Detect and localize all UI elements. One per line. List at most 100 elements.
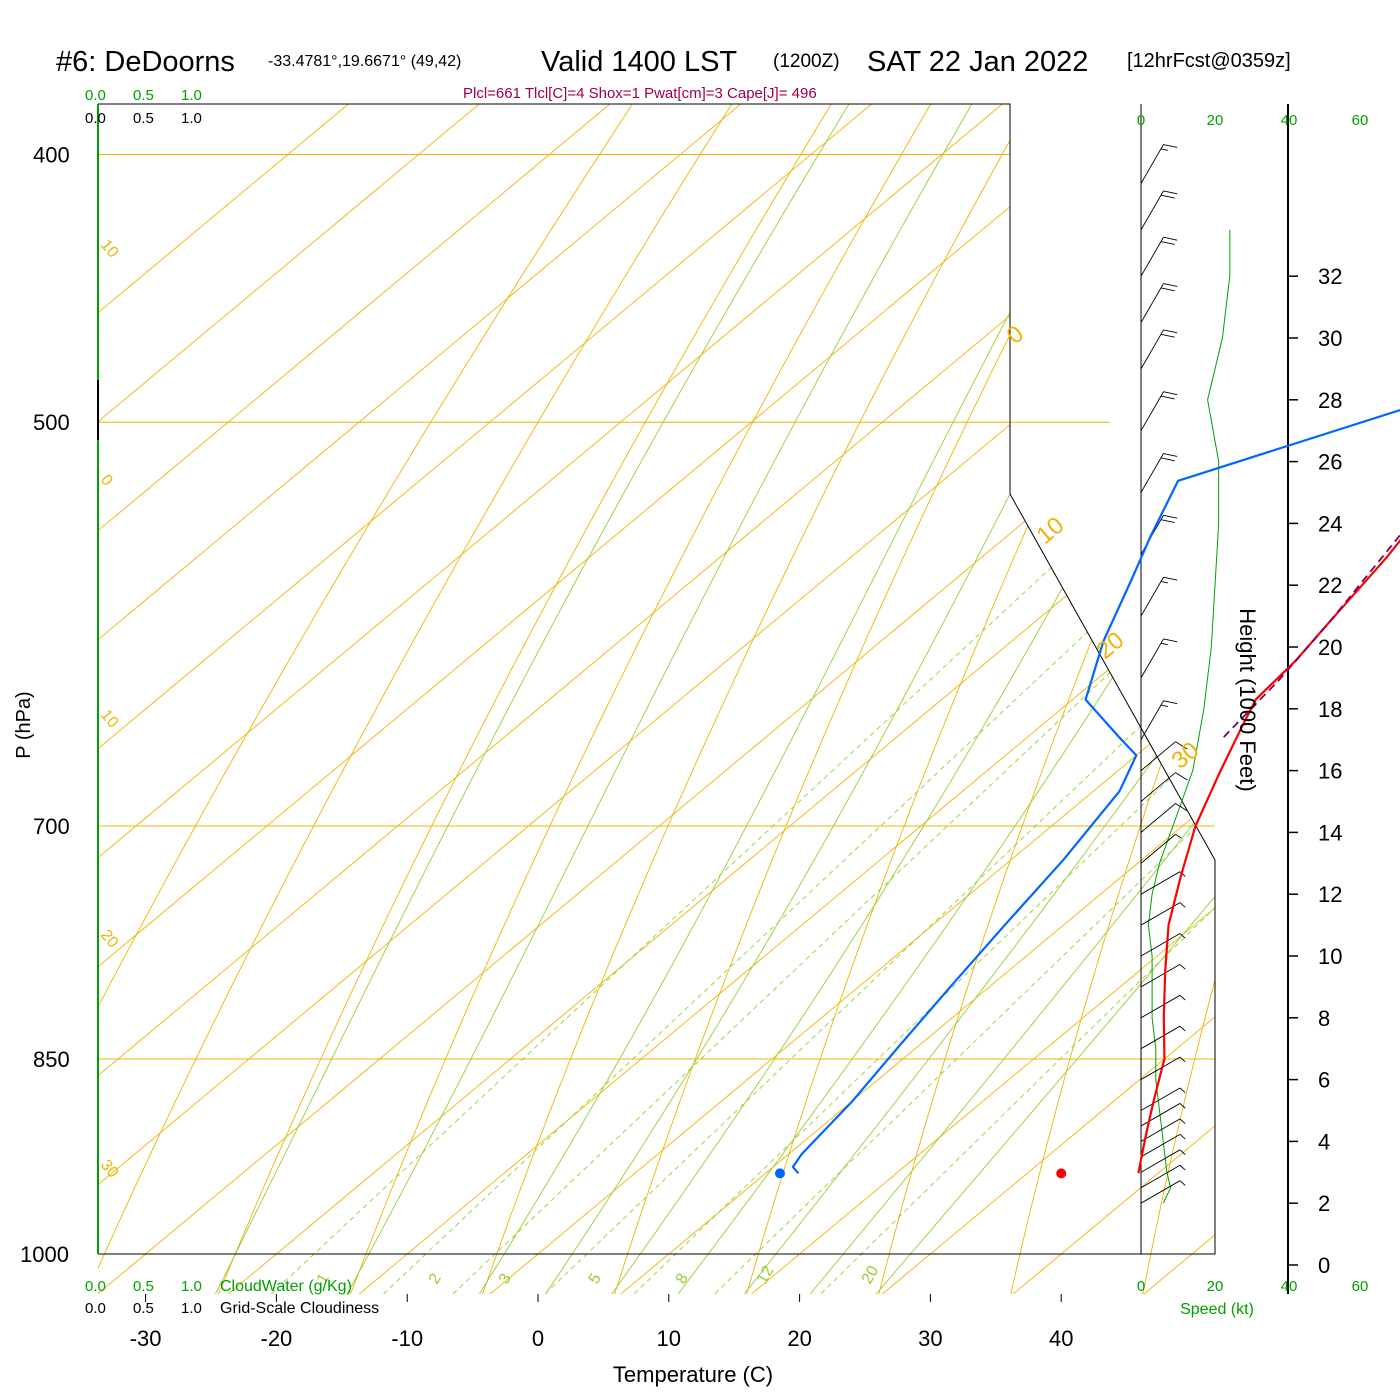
wind-barb-half: [1175, 833, 1182, 839]
dry-adiabat-line: [870, 104, 1215, 1294]
pressure-tick-700: 700: [33, 814, 70, 839]
wind-barb-staff: [1140, 803, 1176, 833]
isotherm-label: 10: [97, 237, 122, 262]
wind-barb: [1140, 833, 1182, 864]
cloud-scale-bottom-green-1: 0.5: [133, 1278, 154, 1295]
isotherm-line: [977, 104, 1215, 1294]
wind-barb-flag: [1160, 194, 1175, 199]
wind-barb-staff: [1140, 1118, 1181, 1142]
dry-adiabat-line: [604, 104, 1215, 1294]
isotherm-label: 10: [97, 707, 122, 732]
wind-barb-flag: [1163, 190, 1178, 195]
dry-adiabat-line: [471, 104, 1215, 1294]
x-tick-label: 40: [1049, 1326, 1073, 1351]
wind-speed-profile: [1147, 229, 1231, 1204]
y-axis-title: P (hPa): [13, 691, 35, 758]
pressure-tick-1000: 1000: [20, 1242, 69, 1267]
isotherm-line: [98, 104, 1215, 1294]
x-tick-label: -20: [261, 1326, 293, 1351]
dry-adiabat-line: [737, 104, 1215, 1294]
isotherm-line: [98, 104, 1215, 1294]
wind-barb-flag: [1163, 453, 1178, 457]
isotherm-line: [98, 104, 1024, 1294]
wind-barb-flag: [1163, 236, 1178, 241]
mixing-ratio-line: [614, 154, 1215, 1294]
wind-barb-flag: [1160, 395, 1175, 400]
wind-barb: [1140, 1103, 1186, 1127]
wind-barb: [1140, 994, 1186, 1019]
wind-barb-staff: [1140, 964, 1181, 988]
isotherm-line: [98, 104, 1215, 1294]
cloud-scale-top-black-0: 0.0: [85, 110, 106, 127]
wind-barb: [1140, 1180, 1186, 1204]
wind-panel: [1140, 144, 1231, 1204]
cloud-scale-bottom-green-2: 1.0: [181, 1278, 202, 1295]
wind-barb-staff: [1140, 576, 1164, 617]
valid-date: SAT 22 Jan 2022: [867, 46, 1088, 78]
dry-adiabat-line: [338, 104, 1215, 1294]
isotherm-line: [323, 104, 1215, 1294]
dry-adiabat-line: [98, 104, 1021, 1294]
pressure-tick-400: 400: [33, 142, 70, 167]
wind-barb-staff: [1140, 1025, 1181, 1050]
wind-barb-staff: [1140, 1133, 1181, 1158]
wind-barb-flag: [1163, 576, 1178, 581]
height-tick-label: 14: [1318, 820, 1342, 845]
wind-barb-half: [1179, 1180, 1186, 1186]
wind-barb: [1140, 933, 1186, 957]
wind-barb-half: [1179, 933, 1186, 939]
dry-adiabat-line: [98, 104, 1108, 1294]
moist-adiabat-line: [598, 104, 1215, 1294]
height-tick-label: 32: [1318, 264, 1342, 289]
wind-barb-half: [1179, 1025, 1186, 1032]
wind-barb-staff: [1140, 994, 1181, 1019]
wind-barb-half: [1179, 1164, 1186, 1171]
x-tick-label: -10: [391, 1326, 423, 1351]
temperature-line: [1137, 539, 1400, 1174]
isobar-lines: [98, 153, 1215, 1255]
height-tick-label: 20: [1318, 635, 1342, 660]
mixing-ratio-line: [363, 154, 1215, 1294]
x-tick-label: 30: [918, 1326, 942, 1351]
wind-barb-staff: [1140, 237, 1164, 277]
height-tick-label: 0: [1318, 1253, 1330, 1278]
isotherm-label: 20: [97, 927, 122, 952]
cloud-scale-bottom-black-2: 1.0: [181, 1300, 202, 1317]
wind-barb-half: [1160, 581, 1168, 584]
wind-barb: [1140, 236, 1178, 277]
dry-adiabat-label: 0: [1002, 320, 1030, 349]
mixing-ratio-label: 3: [496, 1271, 515, 1287]
dry-adiabat-line: [205, 104, 1195, 1294]
height-tick-label: 30: [1318, 326, 1342, 351]
wind-barb-staff: [1140, 741, 1176, 771]
height-tick-label: 6: [1318, 1068, 1330, 1093]
height-tick-label: 22: [1318, 573, 1342, 598]
surface-dewpoint-marker: [774, 1168, 785, 1179]
wind-barb-flag: [1163, 700, 1178, 705]
moist-adiabat-line: [532, 104, 1215, 1294]
wind-barb: [1140, 1056, 1186, 1080]
wind-barb-half: [1179, 1118, 1186, 1124]
cloud-scale-top-black-2: 1.0: [181, 110, 202, 127]
isotherm-line: [584, 104, 1215, 1294]
mixing-ratio-label: 5: [586, 1271, 605, 1287]
parcel-line: [1223, 533, 1400, 738]
speed-tick-bottom-20: 20: [1207, 1278, 1224, 1295]
wind-barb: [1140, 902, 1186, 926]
wind-barb-staff: [1140, 453, 1164, 493]
mixing-ratio-label: 2: [426, 1271, 445, 1287]
cloudwater-label: CloudWater (g/Kg): [220, 1278, 352, 1295]
wind-barb-half: [1160, 642, 1168, 646]
wind-barb-staff: [1140, 144, 1164, 184]
speed-tick-top-60: 60: [1352, 112, 1369, 129]
wind-barb-flag: [1163, 391, 1178, 396]
wind-barb: [1140, 576, 1178, 617]
wind-barb: [1140, 638, 1178, 679]
wind-barb-half: [1160, 148, 1168, 151]
wind-barb-half: [1179, 1056, 1186, 1063]
height-tick-label: 4: [1318, 1129, 1330, 1154]
x-tick-label: 20: [787, 1326, 811, 1351]
wind-barb-staff: [1140, 638, 1164, 679]
wind-barb-flag: [1160, 241, 1175, 245]
wind-barb-flag: [1175, 772, 1188, 781]
